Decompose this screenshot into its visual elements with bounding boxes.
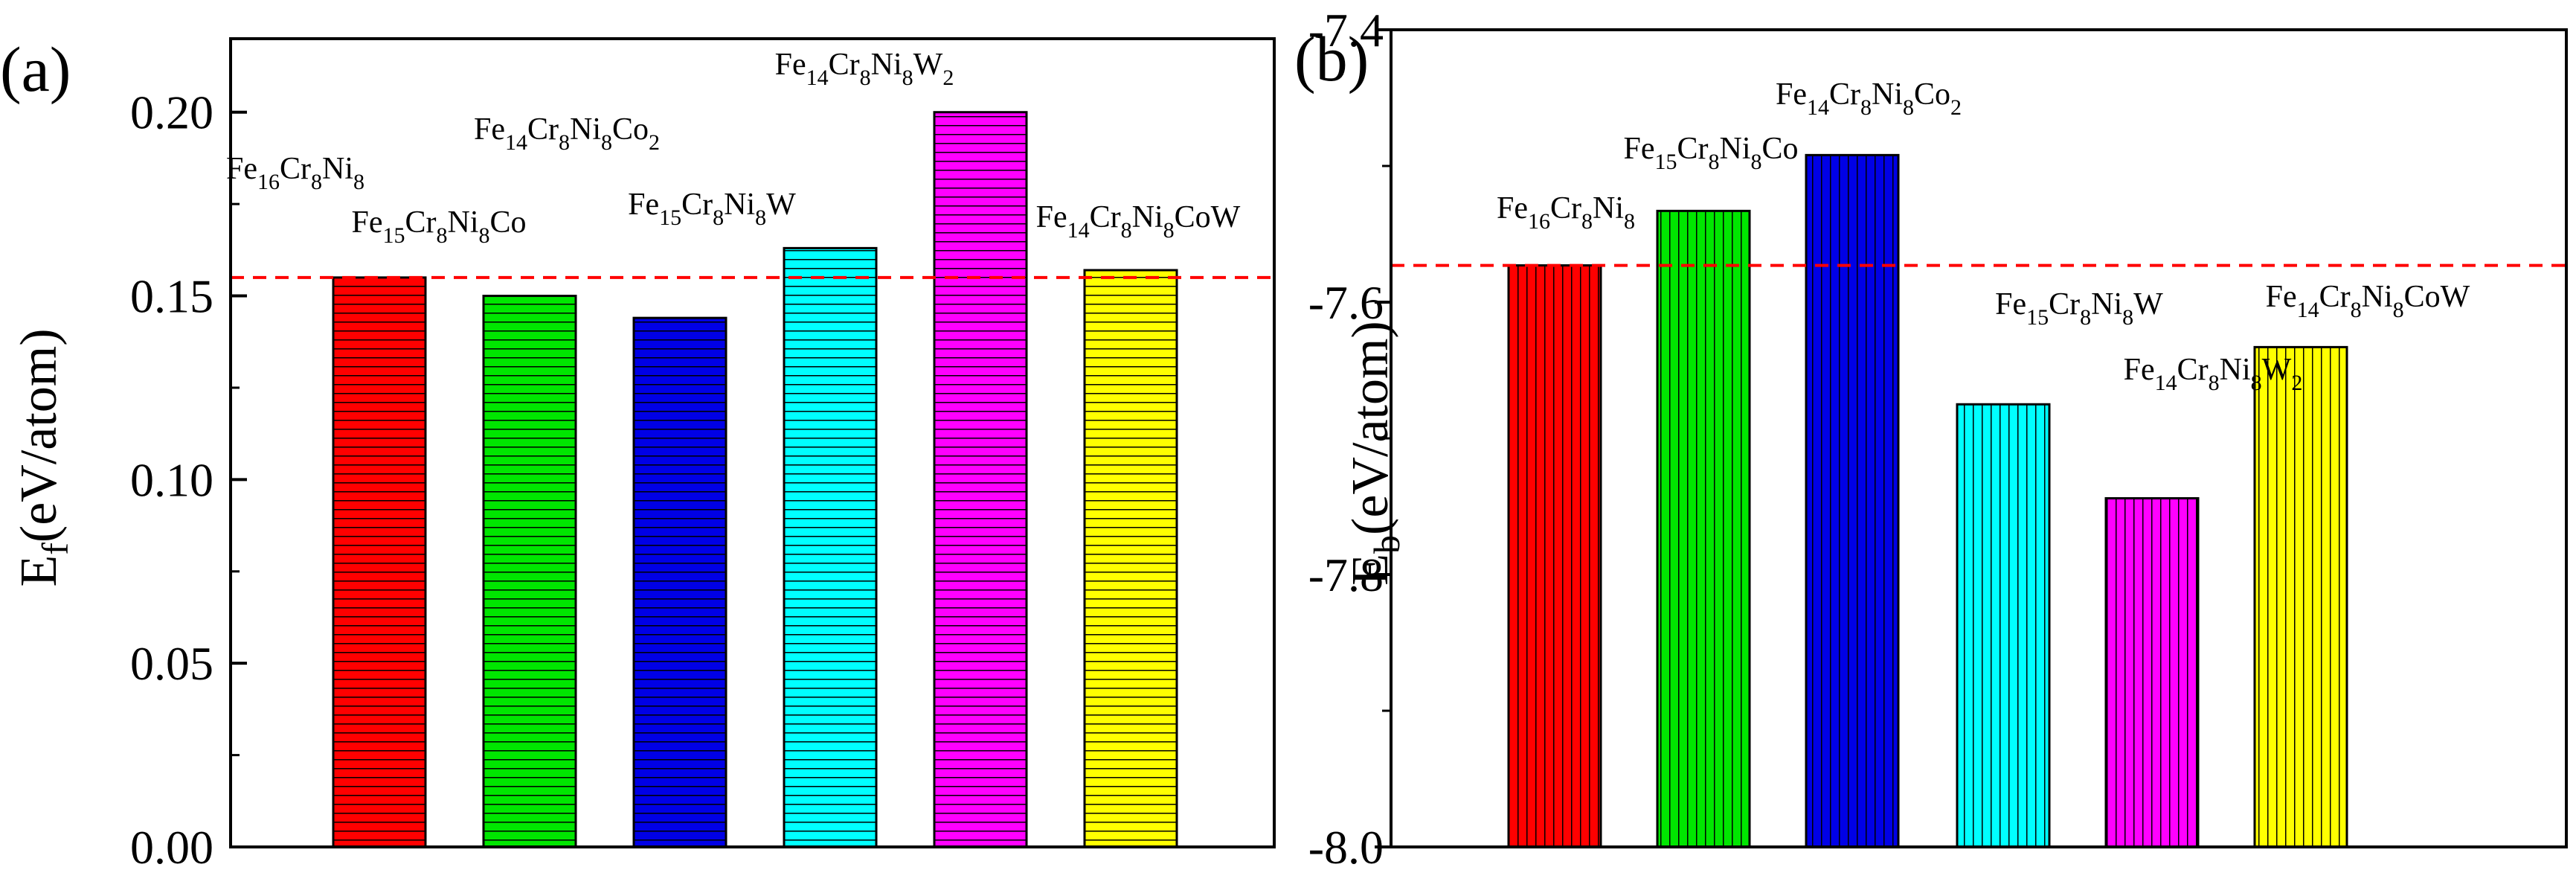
bar-fe15cr8ni8w: [1956, 403, 2051, 848]
bar-label-fe14cr8ni8w2: Fe14Cr8Ni8W2: [2124, 353, 2303, 395]
y-tick-label: -7.6: [1308, 276, 1384, 329]
y-tick-label: 0.10: [130, 453, 213, 506]
bar-fe14cr8ni8w2: [933, 111, 1028, 848]
y-axis-title: Ef(eV/atom): [10, 328, 76, 586]
y-tick-label: -8.0: [1308, 821, 1384, 873]
panel-label: (a): [0, 33, 71, 105]
bar-fe14cr8ni8w2: [2104, 497, 2200, 848]
plot-frame: [229, 37, 1276, 848]
bar-label-fe14cr8ni8co2: Fe14Cr8Ni8Co2: [474, 112, 660, 155]
bar-fe16cr8ni8: [1507, 264, 1602, 848]
bar-label-fe14cr8ni8w2: Fe14Cr8Ni8W2: [775, 48, 954, 90]
bar-fe14cr8ni8co2: [1805, 153, 1900, 848]
bar-fe14cr8ni8co2: [632, 316, 727, 848]
bar-label-fe15cr8ni8w: Fe15Cr8Ni8W: [628, 188, 796, 230]
bar-fe15cr8ni8w: [783, 246, 878, 848]
bar-fe14cr8ni8cow: [1083, 269, 1178, 848]
y-axis-title: Eb(eV/atom): [1342, 321, 1407, 585]
y-tick-label: 0.20: [130, 86, 213, 139]
bar-label-fe14cr8ni8co2: Fe14Cr8Ni8Co2: [1776, 77, 1962, 120]
bar-fe16cr8ni8: [332, 276, 427, 848]
bar-label-fe16cr8ni8: Fe16Cr8Ni8: [226, 152, 364, 194]
y-tick-label: 0.05: [130, 637, 213, 690]
chart-panel-b: -8.0 -7.8 -7.6 -7.4 Fe16Cr8Ni8 Fe15Cr8Ni8Co Fe…: [1294, 4, 2568, 873]
y-tick-label: 0.00: [130, 821, 213, 873]
bar-label-fe15cr8ni8co: Fe15Cr8Ni8Co: [1623, 132, 1798, 174]
bar-fe14cr8ni8cow: [2253, 345, 2348, 848]
y-tick-label: 0.15: [130, 270, 213, 323]
bar-fe15cr8ni8co: [482, 295, 577, 848]
bar-label-fe15cr8ni8co: Fe15Cr8Ni8Co: [351, 205, 526, 248]
y-tick-label: -7.4: [1308, 4, 1384, 57]
bar-label-fe14cr8ni8cow: Fe14Cr8Ni8CoW: [2266, 280, 2470, 322]
bar-label-fe14cr8ni8cow: Fe14Cr8Ni8CoW: [1036, 200, 1241, 243]
bar-label-fe15cr8ni8w: Fe15Cr8Ni8W: [1995, 287, 2163, 330]
panel-label: (b): [1294, 23, 1369, 95]
y-tick-label: -7.8: [1308, 549, 1384, 601]
chart-panel-a: 0.00 0.05 0.10 0.15 0.20 Fe16Cr8Ni8 Fe15Cr8Ni8…: [0, 33, 1276, 873]
bar-label-fe16cr8ni8: Fe16Cr8Ni8: [1497, 191, 1635, 234]
bar-fe15cr8ni8co: [1656, 209, 1751, 848]
